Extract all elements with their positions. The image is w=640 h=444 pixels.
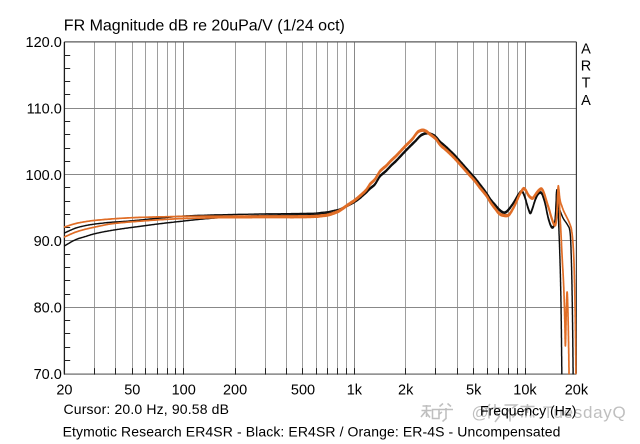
- svg-text:110.0: 110.0: [27, 102, 62, 118]
- svg-text:1k: 1k: [347, 382, 363, 398]
- svg-text:Etymotic Research ER4SR - Blac: Etymotic Research ER4SR - Black: ER4SR /…: [63, 424, 561, 440]
- svg-text:100.0: 100.0: [26, 168, 62, 184]
- svg-text:A: A: [581, 93, 591, 109]
- svg-text:50: 50: [124, 382, 140, 398]
- svg-text:T: T: [582, 76, 591, 92]
- svg-text:@: @: [472, 403, 489, 422]
- svg-text:80.0: 80.0: [34, 301, 62, 317]
- svg-text:90.0: 90.0: [34, 234, 62, 250]
- svg-text:20k: 20k: [565, 382, 589, 398]
- svg-text:70.0: 70.0: [34, 367, 62, 383]
- svg-text:A: A: [581, 41, 591, 57]
- svg-text:R: R: [581, 59, 591, 75]
- svg-text:2k: 2k: [398, 382, 414, 398]
- svg-text:Cursor: 20.0 Hz, 90.58 dB: Cursor: 20.0 Hz, 90.58 dB: [64, 401, 230, 417]
- svg-text:20: 20: [56, 382, 72, 398]
- svg-text:100: 100: [172, 382, 196, 398]
- svg-text:10k: 10k: [513, 382, 537, 398]
- svg-text:TuesdayQ: TuesdayQ: [543, 403, 626, 422]
- svg-text:500: 500: [291, 382, 315, 398]
- svg-text:120.0: 120.0: [26, 35, 62, 51]
- svg-text:5k: 5k: [466, 382, 482, 398]
- svg-text:200: 200: [223, 382, 247, 398]
- svg-text:Frequency (Hz): Frequency (Hz): [480, 402, 576, 418]
- svg-text:FR Magnitude dB re 20uPa/V (1/: FR Magnitude dB re 20uPa/V (1/24 oct): [64, 17, 345, 34]
